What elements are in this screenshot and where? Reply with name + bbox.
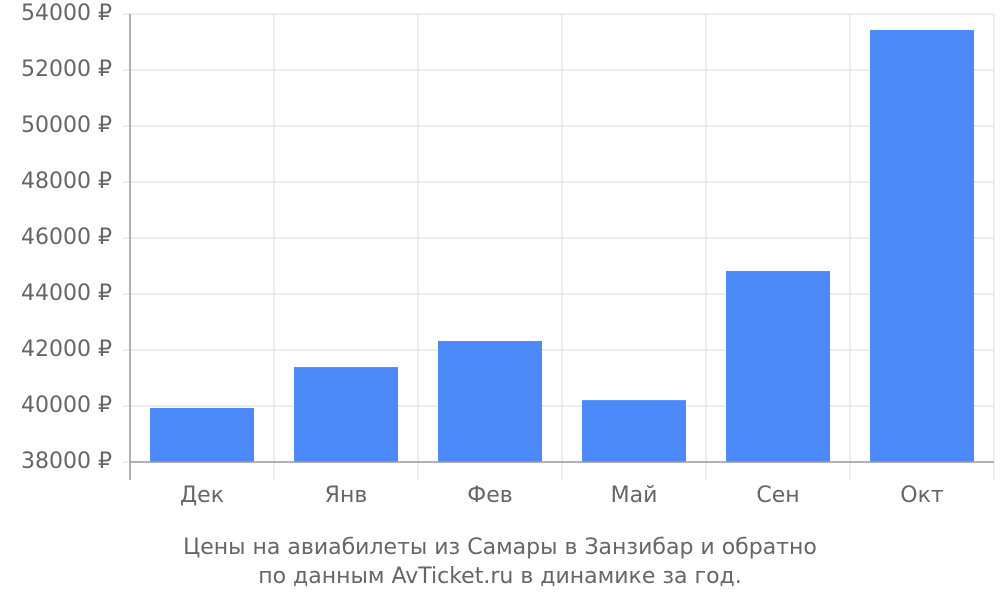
x-tick-label: Окт [900, 483, 944, 508]
bar [870, 29, 974, 463]
x-tick-label: Фев [467, 483, 512, 508]
y-tick-label: 40000 ₽ [21, 393, 112, 418]
chart-title-line: Цены на авиабилеты из Самары в Занзибар … [183, 535, 817, 560]
x-tick-label: Янв [325, 483, 368, 508]
y-tick-label: 48000 ₽ [21, 169, 112, 194]
bar [582, 400, 686, 462]
x-tick-label: Май [611, 483, 658, 508]
y-tick-label: 42000 ₽ [21, 337, 112, 362]
y-tick-label: 46000 ₽ [21, 225, 112, 250]
y-tick-label: 44000 ₽ [21, 281, 112, 306]
x-tick-label: Дек [180, 483, 224, 508]
y-tick-label: 54000 ₽ [21, 1, 112, 26]
y-tick-label: 50000 ₽ [21, 113, 112, 138]
bar [150, 407, 254, 462]
y-tick-label: 38000 ₽ [21, 449, 112, 474]
bar [294, 367, 398, 462]
y-tick-label: 52000 ₽ [21, 57, 112, 82]
chart-title-line: по данным AvTicket.ru в динамике за год. [258, 564, 742, 589]
x-tick-label: Сен [756, 483, 799, 508]
bar [438, 341, 542, 462]
bar [726, 271, 830, 462]
